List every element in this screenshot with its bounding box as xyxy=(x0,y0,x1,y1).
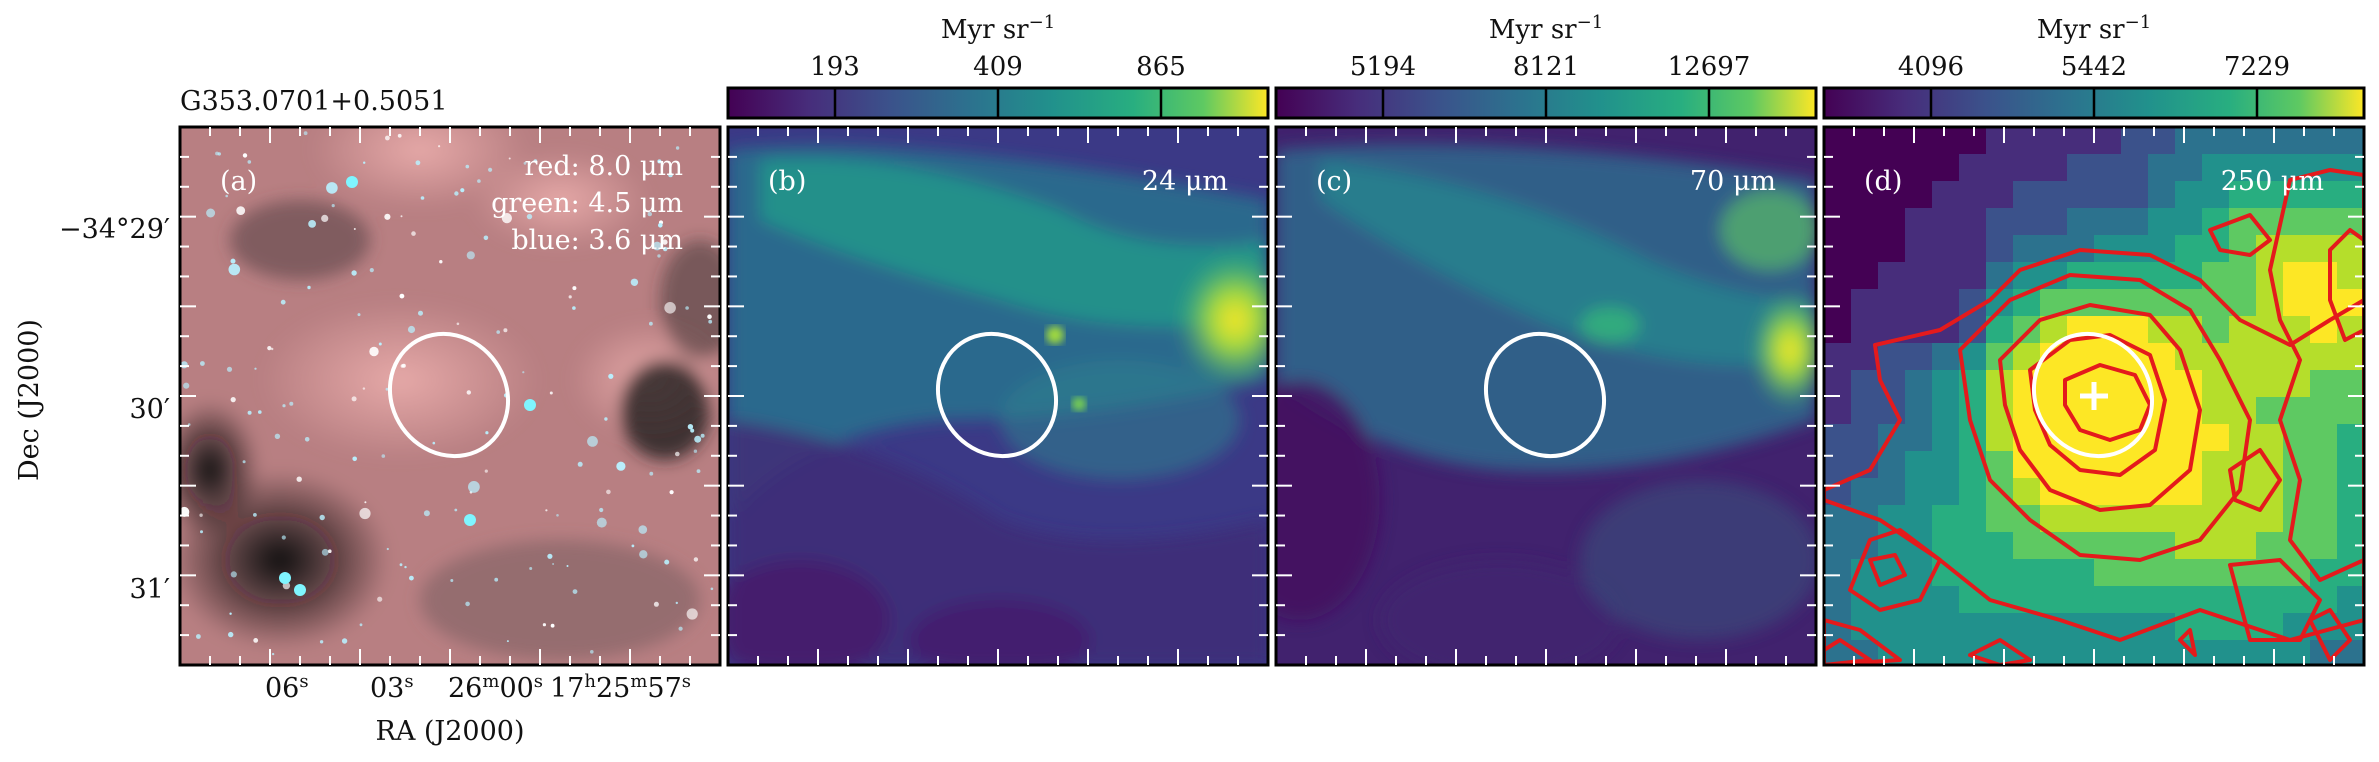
panel-a-legend-red: red: 8.0 μm xyxy=(524,151,683,182)
colorbar-b-unit: Myr sr−1 xyxy=(941,12,1055,45)
dec-tick-3: 31′ xyxy=(130,574,171,605)
panel-d: (d) 250 μm xyxy=(1822,125,2366,667)
panel-a-label: (a) xyxy=(220,166,257,197)
colorbar-d-tick-1: 4096 xyxy=(1898,52,1964,82)
colorbar-c-tick-3: 12697 xyxy=(1668,52,1751,82)
colorbar-d-tick-3: 7229 xyxy=(2224,52,2290,82)
panel-a-stars xyxy=(180,131,714,656)
colorbar-c-unit: Myr sr−1 xyxy=(1489,12,1603,45)
panel-a: (a) red: 8.0 μm green: 4.5 μm blue: 3.6 … xyxy=(178,125,722,667)
dec-tick-labels: −34°29′ 30′ 31′ xyxy=(59,214,170,605)
panel-d-band: 250 μm xyxy=(2221,166,2324,197)
panel-b: (b) 24 μm xyxy=(726,125,1270,667)
ra-tick-4: 17h25m57s xyxy=(550,671,691,704)
panel-b-label: (b) xyxy=(768,166,806,197)
panel-d-label: (d) xyxy=(1864,166,1902,197)
dec-tick-1: −34°29′ xyxy=(59,214,170,245)
ra-tick-2: 03s xyxy=(370,671,414,704)
colorbar-d-tick-2: 5442 xyxy=(2061,52,2127,82)
ra-tick-1: 06s xyxy=(265,671,309,704)
colorbar-d: Myr sr−1 4096 5442 7229 xyxy=(1822,12,2366,120)
colorbar-c: Myr sr−1 5194 8121 12697 xyxy=(1274,12,1818,120)
ra-tick-labels: 06s 03s 26m00s 17h25m57s xyxy=(265,671,691,704)
colorbar-b-tick-2: 409 xyxy=(973,52,1023,82)
colorbar-d-unit: Myr sr−1 xyxy=(2037,12,2151,45)
ra-tick-3: 26m00s xyxy=(448,671,543,704)
panel-d-contours xyxy=(1824,168,2364,665)
panel-c-source-ellipse xyxy=(1483,331,1607,459)
colorbar-c-tick-2: 8121 xyxy=(1513,52,1579,82)
colorbar-b: Myr sr−1 193 409 865 xyxy=(726,12,1270,120)
x-axis-label: RA (J2000) xyxy=(375,716,524,747)
panel-c-label: (c) xyxy=(1316,166,1352,197)
y-axis-label: Dec (J2000) xyxy=(14,319,45,481)
panel-a-source-ellipse xyxy=(387,331,511,459)
panel-b-band: 24 μm xyxy=(1142,166,1228,197)
dec-tick-2: 30′ xyxy=(130,394,171,425)
colorbar-b-tick-3: 865 xyxy=(1136,52,1186,82)
colorbar-b-tick-1: 193 xyxy=(810,52,860,82)
panel-b-source-ellipse xyxy=(935,331,1059,459)
panel-c-band: 70 μm xyxy=(1690,166,1776,197)
panel-c: (c) 70 μm xyxy=(1274,125,1818,667)
panel-d-peak-marker xyxy=(2080,382,2108,410)
panel-a-legend-blue: blue: 3.6 μm xyxy=(511,225,683,256)
source-name: G353.0701+0.5051 xyxy=(180,86,448,117)
colorbar-c-tick-1: 5194 xyxy=(1350,52,1416,82)
panel-a-legend-green: green: 4.5 μm xyxy=(491,188,683,219)
panel-d-source-ellipse xyxy=(2031,331,2155,459)
